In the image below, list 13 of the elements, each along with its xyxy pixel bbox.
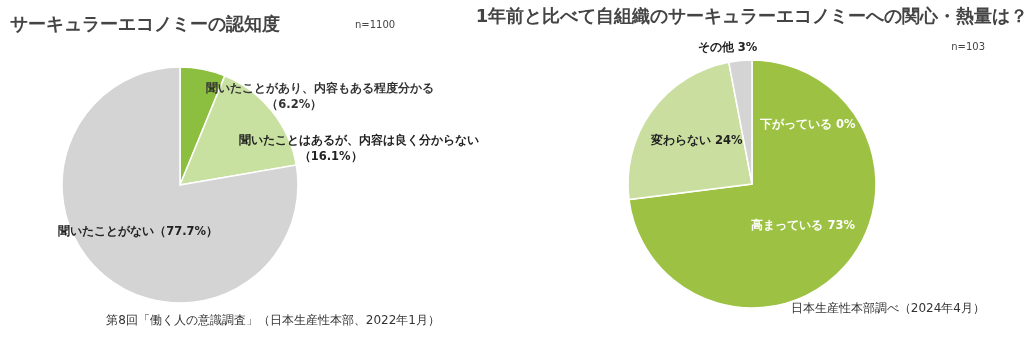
slice-label: 聞いたことがあり、内容もある程度分かる（6.2%） (206, 81, 435, 112)
chart-title: サーキュラーエコノミーの認知度 (10, 13, 280, 34)
slice-label: 高まっている 73% (751, 218, 856, 233)
text: n=103 (951, 41, 985, 52)
text: 日本生産性本部調べ（2024年4月） (790, 301, 985, 315)
chart-title: 1年前と比べて自組織のサーキュラーエコノミーへの関心・熱量は？ (475, 5, 1024, 26)
slice-label: 聞いたことはあるが、内容は良く分からない（16.1%） (238, 133, 479, 164)
category-label: 下がっている 0% (760, 117, 856, 132)
slice-label: 聞いたことがない（77.7%） (58, 223, 219, 238)
slice-label: その他 3% (697, 39, 758, 54)
chart-subtitle: n=1100 (355, 19, 396, 30)
slice-label: 変わらない 24% (650, 132, 744, 147)
text: 第8回「働く人の意識調査」（日本生産性本部、2022年1月） (106, 313, 440, 327)
